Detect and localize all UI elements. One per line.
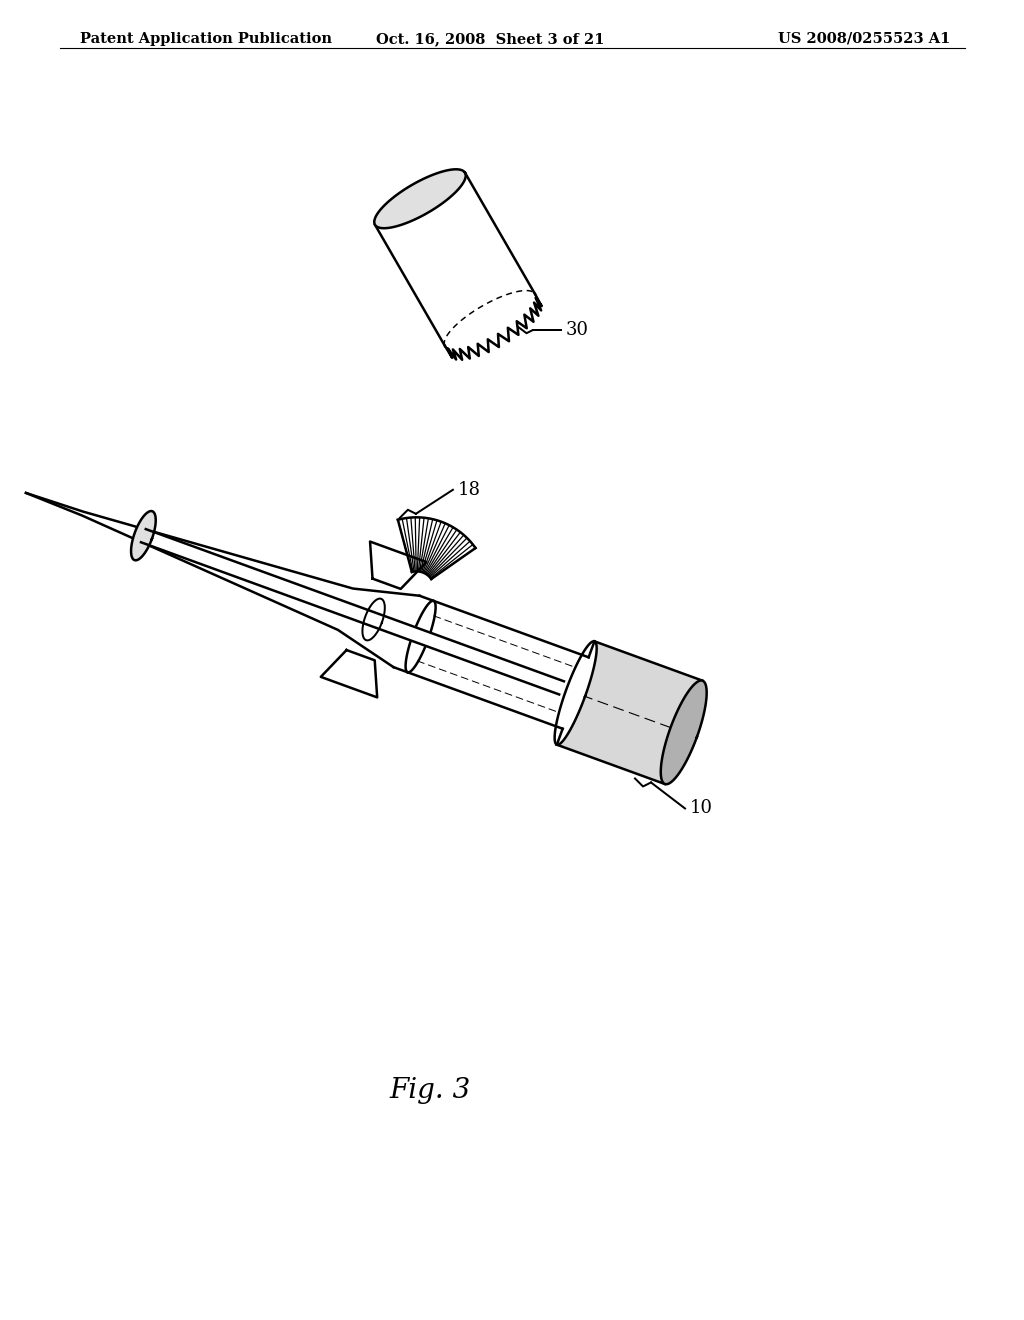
Text: Oct. 16, 2008  Sheet 3 of 21: Oct. 16, 2008 Sheet 3 of 21 [376, 32, 604, 46]
Text: US 2008/0255523 A1: US 2008/0255523 A1 [777, 32, 950, 46]
Polygon shape [374, 169, 466, 228]
Polygon shape [141, 529, 564, 694]
Polygon shape [375, 173, 535, 346]
Polygon shape [131, 511, 156, 560]
Text: 10: 10 [690, 800, 713, 817]
Text: 18: 18 [458, 480, 481, 499]
Polygon shape [321, 649, 377, 697]
Polygon shape [555, 642, 597, 744]
Polygon shape [408, 601, 589, 729]
Text: Patent Application Publication: Patent Application Publication [80, 32, 332, 46]
Polygon shape [26, 492, 420, 667]
Polygon shape [370, 541, 426, 589]
Text: 30: 30 [565, 321, 589, 339]
Polygon shape [660, 680, 707, 784]
Text: Fig. 3: Fig. 3 [389, 1077, 471, 1104]
Polygon shape [406, 601, 435, 672]
Polygon shape [557, 642, 702, 784]
